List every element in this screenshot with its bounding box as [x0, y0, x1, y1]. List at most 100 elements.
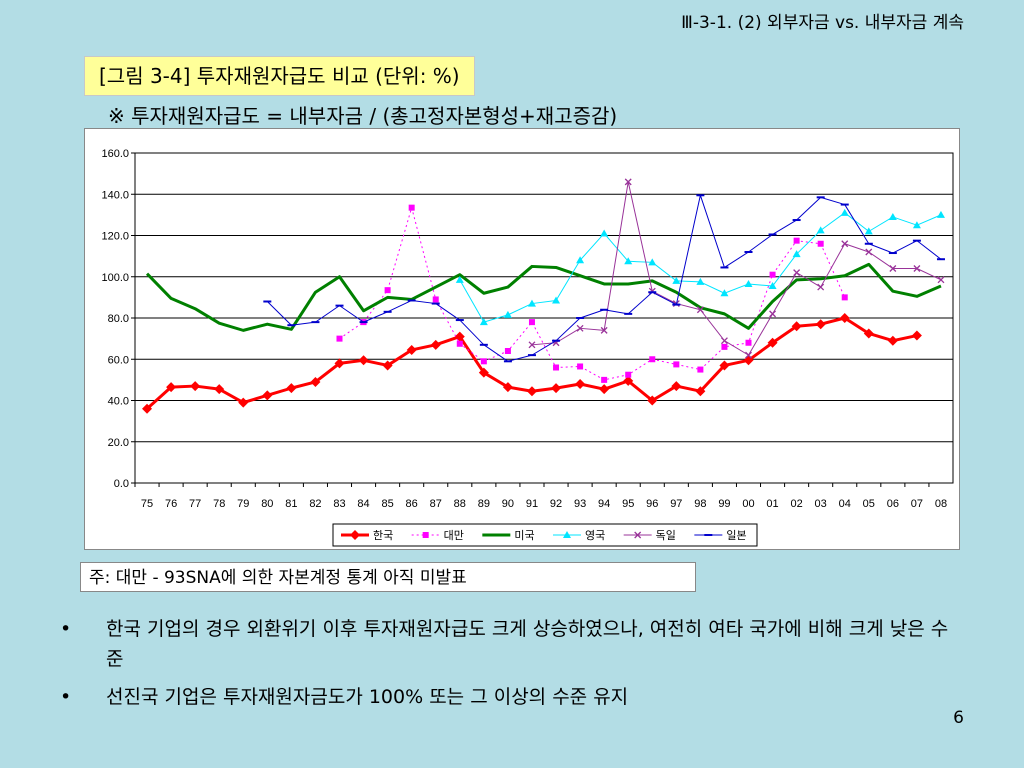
data-point-triangle	[455, 275, 464, 283]
x-tick-label: 76	[165, 498, 177, 510]
data-point-diamond	[502, 382, 513, 393]
data-point-x	[793, 269, 801, 277]
x-tick-label: 02	[790, 498, 802, 510]
x-tick-label: 82	[309, 498, 321, 510]
bullet-mark: •	[60, 618, 72, 640]
data-point-diamond	[334, 358, 345, 369]
y-tick-label: 80.0	[108, 313, 129, 325]
legend-label: 한국	[373, 529, 393, 542]
formula-text: ※ 투자재원자급도 = 내부자금 / (총고정자본형성+재고증감)	[108, 104, 618, 128]
data-point-diamond	[575, 379, 586, 389]
legend-box	[332, 523, 758, 547]
figure-title: [그림 3-4] 투자재원자급도 비교 (단위: %)	[84, 56, 475, 96]
data-point-diamond	[551, 383, 562, 394]
data-point-diamond	[863, 328, 874, 339]
data-point-diamond	[382, 360, 393, 371]
data-point-x	[634, 531, 642, 539]
x-tick-label: 04	[839, 498, 851, 510]
data-point-diamond	[310, 376, 321, 387]
data-point-square	[336, 335, 343, 342]
x-tick-label: 79	[237, 498, 249, 510]
x-tick-label: 78	[213, 498, 225, 510]
data-point-diamond	[839, 313, 850, 323]
data-point-diamond	[214, 384, 225, 395]
data-point-square	[673, 361, 680, 368]
data-point-diamond	[767, 337, 778, 348]
data-point-triangle	[912, 221, 921, 229]
data-point-x	[913, 265, 921, 272]
data-point-square	[745, 339, 752, 346]
y-tick-label: 160.0	[101, 148, 129, 160]
data-point-diamond	[190, 381, 201, 392]
data-point-square	[601, 376, 608, 383]
y-tick-label: 60.0	[108, 354, 129, 366]
x-tick-label: 08	[935, 498, 947, 510]
x-tick-label: 77	[189, 498, 201, 510]
series-독일	[528, 178, 945, 359]
data-point-x	[865, 248, 873, 256]
data-point-diamond	[647, 395, 658, 406]
bullet-mark: •	[60, 686, 72, 708]
data-point-square	[817, 240, 824, 247]
legend: 한국 대만 미국 영국 독일 일본	[332, 523, 758, 547]
data-point-diamond	[599, 384, 610, 395]
data-point-diamond	[478, 367, 489, 378]
data-point-x	[696, 306, 704, 314]
series-line	[531, 181, 942, 356]
data-point-x	[745, 351, 752, 359]
data-point-diamond	[671, 381, 682, 392]
data-point-triangle	[816, 226, 825, 234]
data-point-square	[422, 532, 429, 538]
y-tick-label: 100.0	[101, 272, 129, 284]
data-point-diamond	[719, 360, 730, 371]
data-point-diamond	[166, 382, 177, 393]
data-point-square	[721, 343, 728, 350]
data-point-x	[889, 265, 897, 272]
data-point-x	[937, 276, 945, 284]
data-point-square	[697, 366, 704, 373]
section-header: Ⅲ-3-1. (2) 외부자금 vs. 내부자금 계속	[681, 13, 964, 33]
legend-label: 대만	[444, 529, 464, 542]
y-tick-label: 0.0	[114, 478, 129, 490]
data-point-diamond	[791, 321, 802, 332]
y-tick-label: 120.0	[101, 231, 129, 243]
line-chart: 160.0 140.0 120.0 100.0 80.0 60.0 40.0 20.0 0.0 7…	[101, 148, 954, 547]
data-point-square	[504, 348, 511, 354]
data-point-triangle	[864, 227, 873, 235]
data-point-square	[793, 237, 800, 244]
y-tick-label: 140.0	[101, 189, 129, 201]
data-point-square	[432, 296, 439, 303]
x-tick-label: 80	[261, 498, 273, 510]
data-point-diamond	[623, 375, 634, 386]
page-number: 6	[953, 708, 964, 728]
data-point-diamond	[887, 335, 898, 346]
note-box: 주: 대만 - 93SNA에 의한 자본계정 통계 아직 미발표	[80, 562, 696, 592]
data-point-triangle	[696, 277, 705, 285]
data-point-diamond	[430, 339, 441, 350]
data-point-diamond	[695, 386, 706, 397]
data-point-diamond	[286, 383, 297, 394]
x-tick-label: 87	[430, 498, 442, 510]
data-point-diamond	[358, 355, 369, 366]
data-point-diamond	[262, 390, 273, 401]
x-tick-label: 07	[911, 498, 923, 510]
data-point-x	[576, 324, 584, 332]
x-tick-label: 96	[646, 498, 658, 510]
data-point-square	[408, 204, 415, 211]
data-point-triangle	[648, 258, 657, 266]
x-tick-label: 90	[502, 498, 514, 510]
x-tick-label: 91	[526, 498, 538, 510]
x-tick-label: 05	[863, 498, 875, 510]
data-point-triangle	[479, 318, 488, 326]
data-point-square	[577, 363, 584, 370]
bullet-text: 한국 기업의 경우 외환위기 이후 투자재원자급도 크게 상승하였으나, 여전히…	[106, 618, 949, 670]
data-point-square	[841, 294, 848, 301]
x-tick-label: 95	[622, 498, 634, 510]
x-tick-label: 99	[718, 498, 730, 510]
data-point-triangle	[720, 289, 729, 297]
data-point-diamond	[526, 386, 537, 397]
data-point-square	[769, 271, 776, 278]
data-point-x	[769, 310, 777, 318]
x-tick-label: 88	[454, 498, 466, 510]
series-일본	[263, 194, 945, 363]
